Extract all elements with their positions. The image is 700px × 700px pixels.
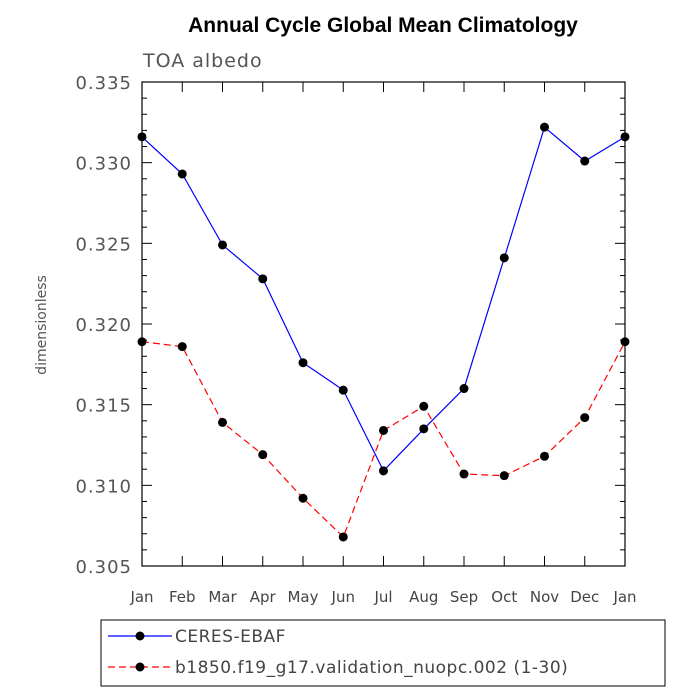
series-2-point [459, 469, 469, 479]
series-2-point [137, 337, 147, 347]
x-tick-label: May [287, 588, 318, 606]
series-line-2 [141, 341, 626, 539]
chart-title: Annual Cycle Global Mean Climatology [188, 14, 578, 37]
series-1-point [379, 466, 388, 476]
series-line-1 [141, 126, 626, 472]
series-1-point [459, 384, 469, 394]
x-tick-label: Sep [450, 588, 478, 606]
x-tick-label: Jul [373, 588, 392, 606]
x-tick-label: Aug [409, 588, 438, 606]
series-1-point [580, 156, 590, 166]
y-axis-label: dimensionless [34, 275, 50, 375]
series-2-point [499, 471, 509, 481]
series-1-point [298, 358, 308, 368]
series-2-point [419, 401, 429, 411]
x-tick-label: Dec [570, 588, 599, 606]
x-tick-label: Nov [530, 588, 559, 606]
series-2-point [298, 493, 308, 503]
series-1-point [338, 385, 348, 395]
legend-box [100, 619, 666, 687]
y-tick-label: 0.315 [75, 396, 132, 417]
series-1-point [218, 240, 227, 250]
x-tick-label: Apr [250, 588, 277, 606]
x-tick-label: Mar [208, 588, 237, 606]
series-2-point [258, 450, 268, 460]
series-2-point [177, 342, 187, 352]
series-2-point [580, 413, 590, 423]
series-1-point [419, 424, 429, 434]
x-tick-label: Jun [331, 588, 355, 606]
series-1-point [540, 122, 549, 132]
legend-marker-1 [135, 631, 145, 641]
series-1-point [499, 253, 509, 263]
series-1-point [177, 169, 187, 179]
x-tick-label: Jan [612, 588, 636, 606]
series-2-point [338, 532, 348, 542]
x-tick-label: Jan [129, 588, 153, 606]
legend-marker-2 [135, 662, 145, 672]
series-1-point [137, 132, 147, 142]
x-tick-label: Feb [169, 588, 196, 606]
legend-label-2: b1850.f19_g17.validation_nuopc.002 (1-30… [175, 658, 568, 678]
y-tick-label: 0.335 [75, 73, 132, 94]
plot-area: 0.305 0.310 0.315 0.320 0.325 0.330 0.335 Jan Fe… [75, 73, 636, 606]
legend-label-1: CERES-EBAF [175, 627, 286, 647]
plot-frame [141, 81, 626, 567]
y-tick-label: 0.310 [75, 476, 132, 497]
x-tick-label: Oct [491, 588, 517, 606]
series-2-point [620, 337, 630, 347]
series-2-point [540, 451, 549, 461]
series-2-point [379, 425, 388, 435]
y-tick-label: 0.325 [75, 234, 132, 255]
y-tick-label: 0.320 [75, 315, 132, 336]
series-2-point [218, 417, 227, 427]
chart-subtitle: TOA albedo [142, 50, 263, 72]
series-1-point [258, 274, 268, 284]
legend: CERES-EBAF b1850.f19_g17.validation_nuopc… [100, 619, 666, 687]
y-tick-label: 0.305 [75, 557, 132, 578]
series-1-point [620, 132, 630, 142]
y-tick-label: 0.330 [75, 154, 132, 175]
